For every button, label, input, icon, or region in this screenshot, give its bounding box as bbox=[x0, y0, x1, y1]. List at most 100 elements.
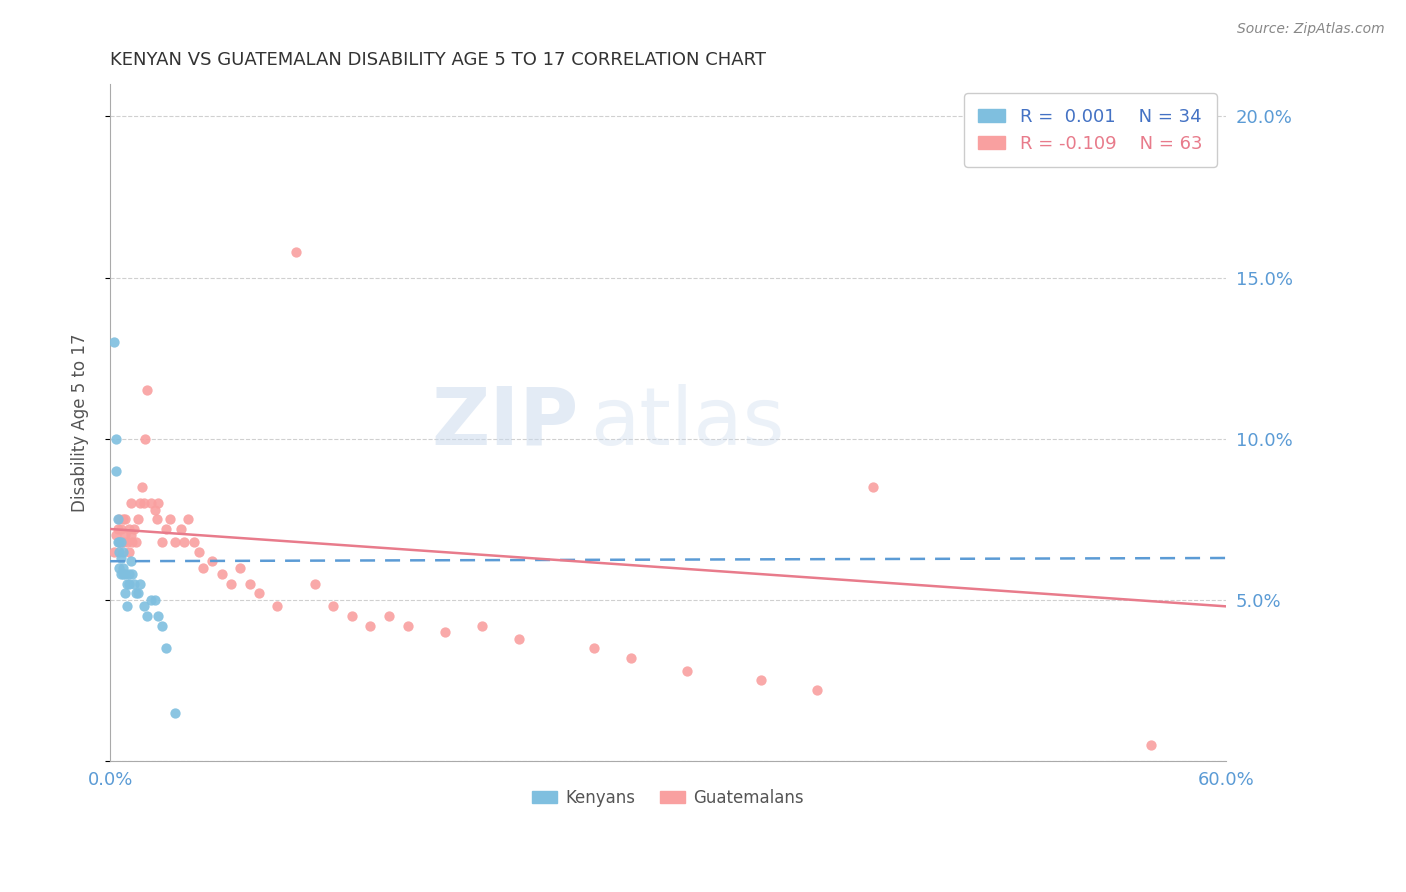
Point bbox=[266, 599, 288, 614]
Text: ZIP: ZIP bbox=[432, 384, 579, 461]
Point bbox=[188, 544, 211, 558]
Point bbox=[121, 567, 143, 582]
Point bbox=[191, 560, 214, 574]
Point bbox=[107, 512, 129, 526]
Point bbox=[108, 560, 131, 574]
Point bbox=[127, 586, 149, 600]
Point bbox=[143, 502, 166, 516]
Point bbox=[104, 528, 127, 542]
Text: Source: ZipAtlas.com: Source: ZipAtlas.com bbox=[1237, 22, 1385, 37]
Point bbox=[155, 641, 177, 656]
Point bbox=[131, 480, 153, 494]
Point bbox=[170, 522, 193, 536]
Text: atlas: atlas bbox=[591, 384, 785, 461]
Point bbox=[110, 534, 132, 549]
Point bbox=[104, 432, 127, 446]
Text: KENYAN VS GUATEMALAN DISABILITY AGE 5 TO 17 CORRELATION CHART: KENYAN VS GUATEMALAN DISABILITY AGE 5 TO… bbox=[110, 51, 766, 69]
Point bbox=[112, 534, 135, 549]
Point bbox=[114, 528, 136, 542]
Point bbox=[159, 512, 181, 526]
Point bbox=[112, 544, 135, 558]
Point bbox=[136, 609, 159, 624]
Point bbox=[183, 534, 205, 549]
Point bbox=[118, 576, 141, 591]
Point bbox=[107, 522, 129, 536]
Point bbox=[173, 534, 195, 549]
Point bbox=[104, 464, 127, 478]
Point bbox=[165, 706, 187, 720]
Point bbox=[145, 512, 167, 526]
Point bbox=[806, 683, 828, 698]
Point bbox=[112, 567, 135, 582]
Point bbox=[122, 522, 145, 536]
Point bbox=[132, 599, 155, 614]
Point bbox=[433, 625, 456, 640]
Point bbox=[112, 512, 135, 526]
Point bbox=[211, 567, 233, 582]
Point bbox=[127, 512, 149, 526]
Point bbox=[1140, 738, 1163, 752]
Point bbox=[238, 576, 260, 591]
Point bbox=[134, 432, 156, 446]
Point bbox=[115, 534, 138, 549]
Point bbox=[396, 618, 419, 632]
Point bbox=[229, 560, 252, 574]
Point bbox=[139, 593, 162, 607]
Point bbox=[155, 522, 177, 536]
Point bbox=[139, 496, 162, 510]
Legend: Kenyans, Guatemalans: Kenyans, Guatemalans bbox=[526, 782, 811, 814]
Point bbox=[120, 554, 142, 568]
Point bbox=[136, 384, 159, 398]
Point bbox=[114, 586, 136, 600]
Point bbox=[115, 576, 138, 591]
Point bbox=[201, 554, 224, 568]
Point bbox=[115, 599, 138, 614]
Point bbox=[112, 560, 135, 574]
Point bbox=[108, 534, 131, 549]
Point bbox=[471, 618, 494, 632]
Point bbox=[122, 576, 145, 591]
Point bbox=[177, 512, 200, 526]
Point bbox=[143, 593, 166, 607]
Point bbox=[285, 244, 308, 259]
Point bbox=[247, 586, 270, 600]
Point bbox=[582, 641, 605, 656]
Point bbox=[165, 534, 187, 549]
Point bbox=[108, 512, 131, 526]
Point bbox=[107, 534, 129, 549]
Point bbox=[120, 496, 142, 510]
Point bbox=[103, 544, 125, 558]
Point bbox=[304, 576, 326, 591]
Point bbox=[150, 534, 173, 549]
Point bbox=[108, 534, 131, 549]
Point bbox=[150, 618, 173, 632]
Point bbox=[219, 576, 242, 591]
Point bbox=[110, 567, 132, 582]
Point bbox=[508, 632, 530, 646]
Point bbox=[359, 618, 381, 632]
Point bbox=[110, 534, 132, 549]
Point bbox=[128, 576, 150, 591]
Point bbox=[110, 551, 132, 566]
Point bbox=[675, 664, 697, 678]
Point bbox=[114, 512, 136, 526]
Point bbox=[108, 544, 131, 558]
Point bbox=[378, 609, 401, 624]
Point bbox=[103, 334, 125, 349]
Point bbox=[120, 528, 142, 542]
Point bbox=[749, 673, 772, 688]
Point bbox=[110, 522, 132, 536]
Point bbox=[125, 534, 148, 549]
Point bbox=[128, 496, 150, 510]
Point bbox=[132, 496, 155, 510]
Point bbox=[114, 567, 136, 582]
Point bbox=[148, 609, 170, 624]
Point bbox=[148, 496, 170, 510]
Point bbox=[620, 651, 643, 665]
Point bbox=[322, 599, 344, 614]
Y-axis label: Disability Age 5 to 17: Disability Age 5 to 17 bbox=[72, 334, 89, 512]
Point bbox=[862, 480, 884, 494]
Point bbox=[118, 544, 141, 558]
Point bbox=[118, 522, 141, 536]
Point bbox=[118, 567, 141, 582]
